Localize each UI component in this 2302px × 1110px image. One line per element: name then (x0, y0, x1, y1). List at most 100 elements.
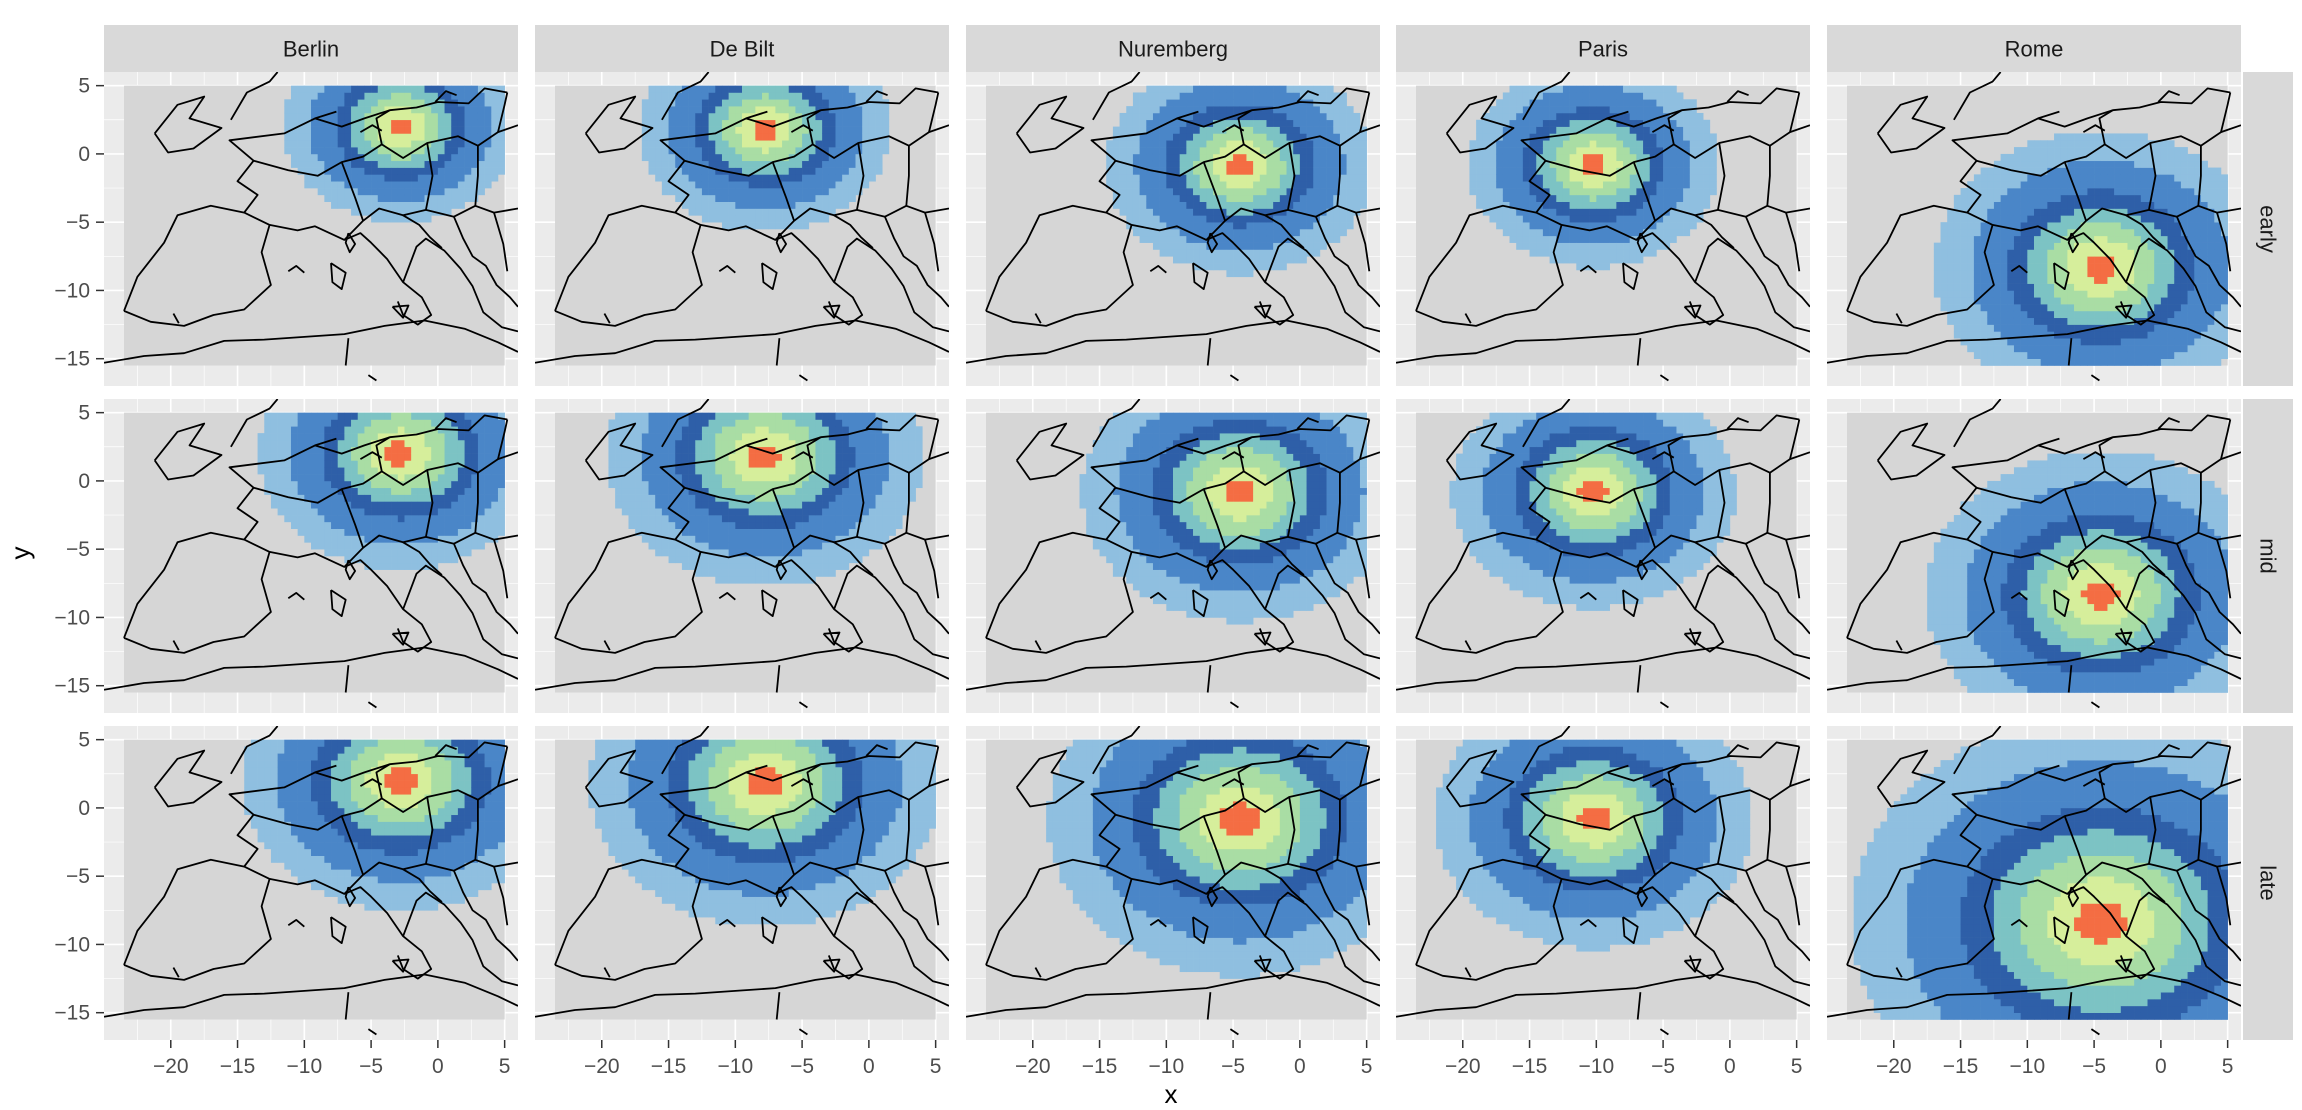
panel-rome-early (1827, 72, 2241, 386)
density-cell (2200, 208, 2208, 216)
density-cell (1346, 208, 1354, 216)
density-cell (1689, 147, 1697, 155)
density-cell (1246, 229, 1254, 237)
density-cell (2167, 229, 2175, 237)
density-cell (1522, 235, 1530, 243)
density-cell (2080, 290, 2088, 298)
density-cell (1569, 188, 1577, 196)
density-cell (2034, 297, 2041, 305)
density-cell (2114, 188, 2122, 196)
density-cell (735, 160, 743, 168)
density-cell (384, 112, 392, 121)
density-cell (842, 85, 850, 93)
density-cell (384, 140, 392, 148)
map-outline (584, 95, 654, 154)
density-cell (1609, 119, 1617, 127)
density-cell (848, 147, 856, 155)
density-cell (1193, 119, 1201, 127)
density-cell (1206, 112, 1214, 121)
density-cell (1522, 153, 1530, 162)
density-cell (371, 480, 379, 489)
density-cell (695, 126, 703, 134)
density-cell (2074, 324, 2082, 332)
density-cell (1219, 133, 1227, 141)
density-cell (2160, 174, 2168, 182)
density-cell (875, 119, 883, 127)
density-cell (1206, 126, 1214, 134)
density-cell (1226, 106, 1234, 114)
density-cell (344, 119, 352, 127)
density-cell (1960, 310, 1968, 319)
density-cell (2013, 222, 2021, 230)
density-cell (1326, 167, 1334, 175)
density-cell (695, 106, 703, 114)
density-cell (782, 140, 790, 148)
density-cell (835, 160, 843, 168)
density-cell (1226, 229, 1234, 237)
density-cell (317, 535, 325, 543)
density-cell (391, 147, 399, 155)
density-cell (1233, 222, 1241, 230)
density-cell (1596, 194, 1604, 202)
density-cell (357, 160, 365, 168)
density-cell (2207, 297, 2215, 305)
density-cell (384, 528, 392, 536)
density-cell (2194, 269, 2202, 278)
density-cell (1696, 140, 1704, 148)
map-outline (1651, 124, 1675, 133)
density-cell (377, 535, 385, 543)
density-cell (1313, 112, 1321, 121)
density-cell (1152, 242, 1160, 250)
density-cell (1173, 153, 1180, 162)
density-cell (862, 112, 870, 121)
density-cell (2160, 310, 2168, 319)
density-cell (1219, 85, 1227, 93)
density-cell (1489, 181, 1497, 189)
density-cell (1319, 85, 1327, 93)
density-cell (2013, 331, 2021, 339)
density-cell (444, 160, 452, 168)
density-cell (1166, 99, 1174, 107)
density-cell (1259, 208, 1267, 216)
density-cell (1609, 133, 1617, 141)
density-cell (1663, 92, 1671, 100)
density-cell (1233, 263, 1241, 271)
density-cell (371, 521, 379, 529)
density-cell (2074, 317, 2082, 325)
density-cell (1536, 99, 1544, 107)
density-cell (324, 119, 332, 127)
density-cell (2020, 345, 2028, 353)
density-cell (1643, 92, 1651, 100)
density-cell (1226, 119, 1234, 127)
density-cell (1522, 201, 1530, 209)
density-cell (1589, 249, 1597, 257)
density-cell (2120, 208, 2128, 216)
density-cell (2140, 242, 2148, 250)
density-cell (782, 174, 790, 182)
density-cell (788, 126, 796, 134)
density-cell (1112, 153, 1120, 162)
density-cell (1542, 160, 1550, 168)
density-cell (1259, 119, 1267, 127)
density-cell (668, 167, 676, 175)
density-cell (1152, 140, 1160, 148)
density-cell (1279, 160, 1287, 168)
density-cell (2147, 256, 2155, 264)
density-cell (1649, 242, 1657, 250)
density-cell (648, 153, 656, 162)
density-cell (1576, 249, 1584, 257)
density-cell (2167, 345, 2175, 353)
density-cell (822, 92, 830, 100)
density-cell (277, 501, 285, 509)
density-cell (1529, 160, 1537, 168)
density-cell (1649, 235, 1657, 243)
density-cell (2094, 358, 2102, 366)
density-cell (2127, 242, 2135, 250)
density-cell (1346, 181, 1354, 189)
density-cell (2020, 147, 2028, 155)
density-cell (1233, 119, 1241, 127)
density-cell (2214, 194, 2222, 202)
density-cell (648, 106, 656, 114)
density-cell (1603, 126, 1610, 134)
density-cell (391, 508, 399, 516)
